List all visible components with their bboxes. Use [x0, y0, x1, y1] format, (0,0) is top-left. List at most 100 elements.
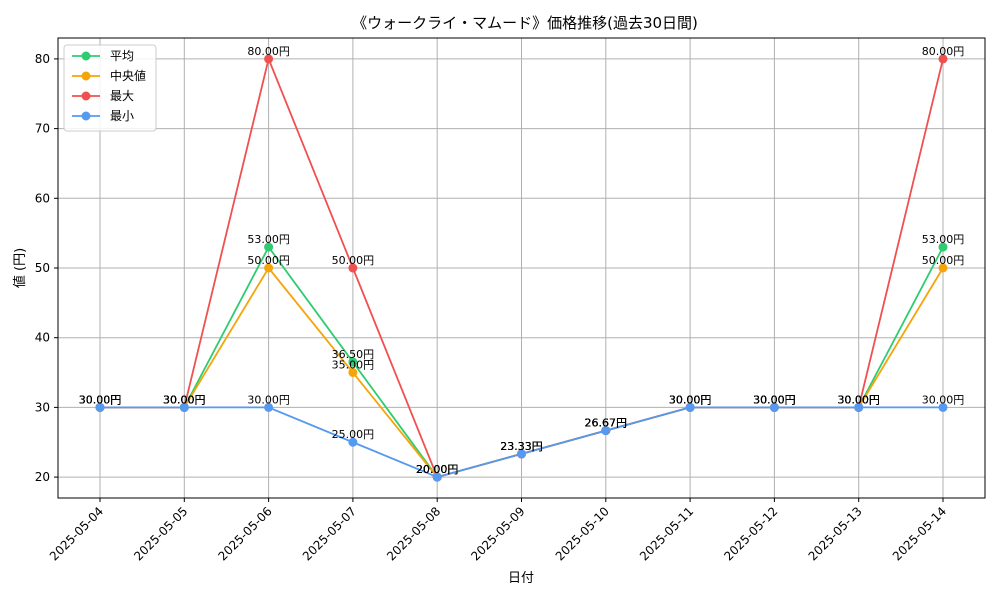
- data-label: 20.00円: [416, 463, 459, 476]
- x-tick-label: 2025-05-14: [890, 504, 949, 563]
- legend-swatch-marker: [81, 51, 91, 61]
- data-label: 30.00円: [79, 393, 122, 406]
- data-label: 26.67円: [585, 417, 628, 430]
- data-label: 53.00円: [922, 233, 965, 246]
- data-label: 23.33円: [500, 440, 543, 453]
- data-label: 30.00円: [669, 393, 712, 406]
- data-label: 30.00円: [79, 393, 122, 406]
- y-tick-label: 50: [35, 261, 50, 275]
- data-label: 35.00円: [332, 359, 375, 372]
- legend-swatch-marker: [81, 111, 91, 121]
- data-label: 23.33円: [500, 440, 543, 453]
- data-label: 30.00円: [247, 393, 290, 406]
- legend-swatch-marker: [81, 71, 91, 81]
- data-point: [264, 263, 274, 273]
- y-tick-label: 20: [35, 470, 50, 484]
- x-tick-label: 2025-05-11: [637, 504, 696, 563]
- data-point: [348, 368, 358, 378]
- legend-entry-label: 中央値: [110, 68, 146, 83]
- legend-swatch-marker: [81, 91, 91, 101]
- data-point: [938, 263, 948, 273]
- x-tick-label: 2025-05-10: [553, 504, 612, 563]
- data-label: 30.00円: [669, 393, 712, 406]
- data-point: [938, 54, 948, 64]
- y-tick-label: 30: [35, 400, 50, 414]
- data-point: [432, 472, 442, 482]
- y-tick-label: 70: [35, 122, 50, 136]
- data-point: [685, 402, 695, 412]
- data-point: [179, 402, 189, 412]
- data-label: 20.00円: [416, 463, 459, 476]
- data-label: 26.67円: [585, 417, 628, 430]
- x-tick-label: 2025-05-05: [131, 504, 190, 563]
- legend-entry-label: 最大: [110, 89, 134, 103]
- data-label: 36.50円: [332, 348, 375, 361]
- data-label: 30.00円: [837, 393, 880, 406]
- data-label: 23.33円: [500, 440, 543, 453]
- data-label: 30.00円: [163, 393, 206, 406]
- data-label: 20.00円: [416, 463, 459, 476]
- x-tick-label: 2025-05-06: [216, 504, 275, 563]
- data-label: 30.00円: [753, 393, 796, 406]
- x-tick-label: 2025-05-04: [47, 504, 106, 563]
- data-point: [348, 437, 358, 447]
- data-label: 26.67円: [585, 417, 628, 430]
- x-tick-label: 2025-05-09: [468, 504, 527, 563]
- data-point: [938, 402, 948, 412]
- data-label: 50.00円: [332, 254, 375, 267]
- data-label: 25.00円: [332, 428, 375, 441]
- chart-title: 《ウォークライ・マムード》価格推移(過去30日間): [352, 14, 698, 32]
- x-tick-label: 2025-05-13: [806, 504, 865, 563]
- x-tick-label: 2025-05-08: [384, 504, 443, 563]
- legend-box: [63, 44, 157, 132]
- data-label: 26.67円: [585, 417, 628, 430]
- data-point: [95, 402, 105, 412]
- data-label: 30.00円: [837, 393, 880, 406]
- data-label: 30.00円: [753, 393, 796, 406]
- x-tick-label: 2025-05-12: [721, 504, 780, 563]
- data-label: 20.00円: [416, 463, 459, 476]
- data-point: [769, 402, 779, 412]
- data-label: 30.00円: [922, 393, 965, 406]
- series-layer: [95, 54, 948, 482]
- x-axis-title: 日付: [508, 571, 534, 586]
- data-label: 30.00円: [669, 393, 712, 406]
- data-point: [264, 242, 274, 252]
- y-axis-title: 値 (円): [12, 248, 28, 288]
- data-label: 30.00円: [79, 393, 122, 406]
- data-label: 80.00円: [922, 45, 965, 58]
- data-label: 30.00円: [753, 393, 796, 406]
- legend-entry-label: 平均: [110, 49, 134, 63]
- data-point: [854, 402, 864, 412]
- data-label: 30.00円: [79, 393, 122, 406]
- data-label: 80.00円: [247, 45, 290, 58]
- data-label: 50.00円: [247, 254, 290, 267]
- data-point: [517, 449, 526, 459]
- data-label: 53.00円: [247, 233, 290, 246]
- data-label: 30.00円: [837, 393, 880, 406]
- axes: 20 30 40 50 60 70 80 2025-05-04 2025-05-05 2025-0…: [35, 37, 986, 563]
- grid: [58, 38, 985, 498]
- data-point: [264, 54, 274, 64]
- y-tick-label: 60: [35, 191, 50, 205]
- y-tick-label: 40: [35, 331, 50, 345]
- data-labels: 30.00円 30.00円 53.00円 36.50円 20.00円 23.33円 26.6…: [79, 45, 965, 476]
- data-point: [264, 402, 274, 412]
- data-label: 30.00円: [163, 393, 206, 406]
- x-tick-label: 2025-05-07: [300, 504, 359, 563]
- data-point: [348, 263, 358, 273]
- legend-entry-label: 最小: [110, 109, 134, 123]
- data-label: 30.00円: [753, 393, 796, 406]
- data-label: 23.33円: [500, 440, 543, 453]
- data-point: [938, 242, 948, 252]
- y-tick-label: 80: [35, 52, 50, 66]
- data-label: 30.00円: [837, 393, 880, 406]
- data-label: 30.00円: [163, 393, 206, 406]
- data-label: 50.00円: [922, 254, 965, 267]
- data-label: 30.00円: [669, 393, 712, 406]
- data-point: [601, 426, 611, 436]
- data-point: [348, 357, 358, 367]
